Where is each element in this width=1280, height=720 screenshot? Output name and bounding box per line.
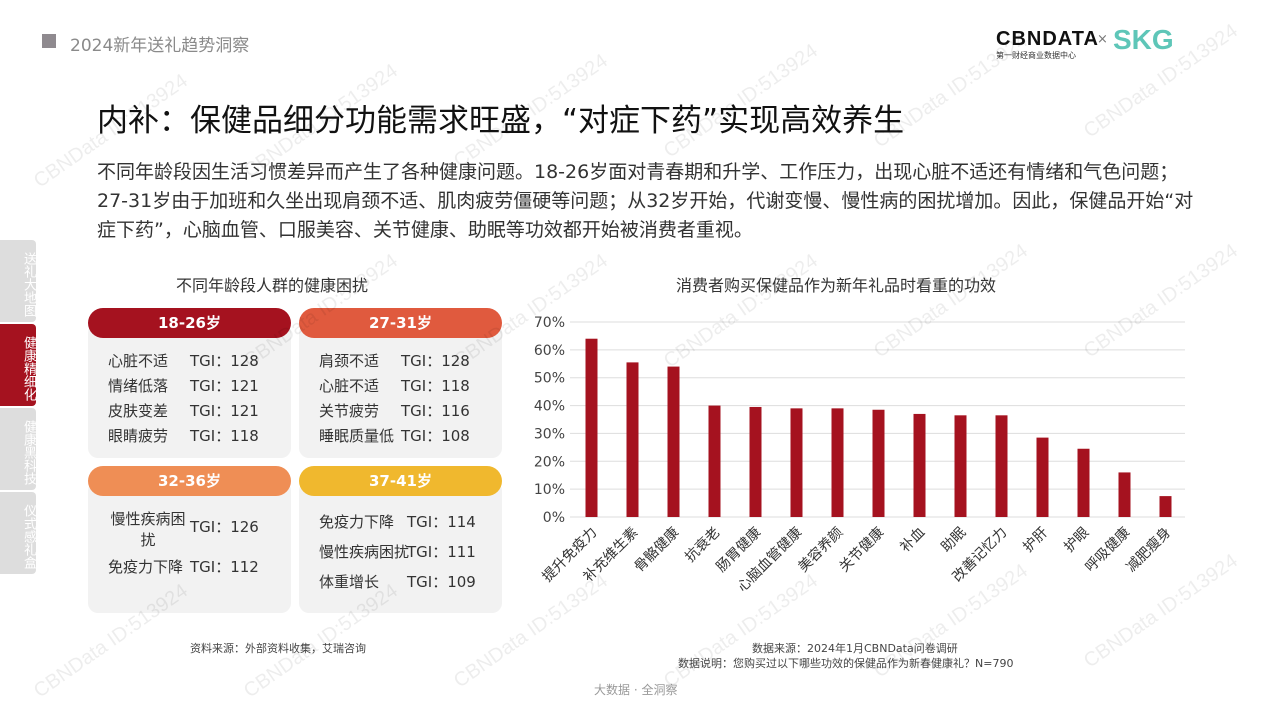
- bar: [749, 406, 762, 517]
- tgi-value: TGI：111: [407, 543, 476, 561]
- x-tick-label: 呼吸健康: [1082, 524, 1134, 576]
- age-card: [299, 323, 502, 458]
- issue-label: 眼睛疲劳: [108, 427, 169, 445]
- bar: [831, 408, 844, 517]
- age-badge: 18-26岁: [88, 308, 291, 338]
- age-card: [88, 481, 291, 613]
- header-marker: [42, 34, 56, 48]
- age-card: [88, 323, 291, 458]
- x-tick-label: 助眠: [938, 525, 969, 556]
- y-tick-label: 0%: [543, 510, 565, 526]
- bar: [1159, 496, 1172, 517]
- x-tick-label: 护肝: [1020, 525, 1051, 556]
- y-tick-label: 40%: [534, 399, 565, 415]
- x-tick-label: 补血: [897, 525, 928, 556]
- tgi-value: TGI：128: [190, 352, 259, 370]
- issue-label: 慢性疾病困扰: [110, 510, 186, 549]
- y-tick-label: 20%: [534, 454, 565, 470]
- sidebar-item-2[interactable]: 健康黑科技: [0, 408, 36, 490]
- x-tick-label: 关节健康: [836, 524, 888, 576]
- y-tick-label: 10%: [534, 482, 565, 498]
- section-title: 2024新年送礼趋势洞察: [70, 36, 250, 56]
- bar: [790, 408, 803, 517]
- sidebar-item-3[interactable]: 仪式感礼盒: [0, 492, 36, 574]
- y-tick-label: 60%: [534, 343, 565, 359]
- tgi-value: TGI：118: [401, 377, 470, 395]
- issue-label: 肩颈不适: [319, 352, 380, 370]
- tgi-value: TGI：121: [190, 377, 259, 395]
- tgi-value: TGI：114: [407, 513, 476, 531]
- chart-source: 数据来源：2024年1月CBNData问卷调研: [752, 642, 958, 655]
- tgi-value: TGI：126: [190, 518, 259, 536]
- logo-subtitle: 第一财经商业数据中心: [996, 51, 1076, 60]
- page-title: 内补：保健品细分功能需求旺盛，“对症下药”实现高效养生: [97, 103, 905, 139]
- skg-logo: SKG: [1113, 24, 1174, 55]
- age-badge: 27-31岁: [299, 308, 502, 338]
- tgi-value: TGI：118: [190, 427, 259, 445]
- issue-label: 免疫力下降: [108, 558, 184, 576]
- tgi-value: TGI：128: [401, 352, 470, 370]
- x-tick-label: 骨骼健康: [631, 524, 683, 576]
- bar: [1036, 437, 1049, 517]
- logo-separator: ×: [1097, 32, 1108, 47]
- y-tick-label: 50%: [534, 371, 565, 387]
- x-tick-label: 护眼: [1061, 525, 1092, 556]
- chart-title: 消费者购买保健品作为新年礼品时看重的功效: [676, 276, 997, 295]
- sidebar-item-1[interactable]: 健康精细化: [0, 324, 36, 406]
- tgi-value: TGI：108: [401, 427, 470, 445]
- issue-label: 皮肤变差: [108, 402, 169, 420]
- issue-label: 关节疲劳: [319, 402, 380, 420]
- bar: [872, 409, 885, 517]
- tgi-value: TGI：121: [190, 402, 259, 420]
- bar: [913, 413, 926, 517]
- left-panel-title: 不同年龄段人群的健康困扰: [176, 276, 369, 295]
- logo: CBNDATA × SKG 第一财经商业数据中心: [996, 24, 1196, 62]
- issue-label: 睡眠质量低: [319, 427, 395, 445]
- issue-label: 免疫力下降: [319, 513, 395, 531]
- bar: [667, 366, 680, 517]
- sidebar-item-0[interactable]: 送礼大地图: [0, 240, 36, 322]
- age-badge: 32-36岁: [88, 466, 291, 496]
- issue-label: 体重增长: [319, 573, 380, 591]
- y-tick-label: 30%: [534, 426, 565, 442]
- intro-text: 不同年龄段因生活习惯差异而产生了各种健康问题。18-26岁面对青春期和升学、工作…: [97, 161, 1194, 241]
- x-tick-label: 减肥瘦身: [1123, 524, 1175, 576]
- left-source: 资料来源：外部资料收集，艾瑞咨询: [190, 642, 366, 655]
- issue-label: 慢性疾病困扰: [319, 543, 410, 561]
- age-badge: 37-41岁: [299, 466, 502, 496]
- tgi-value: TGI：109: [407, 573, 476, 591]
- bar: [954, 415, 967, 517]
- y-tick-label: 70%: [534, 315, 565, 331]
- bar: [708, 405, 721, 517]
- bar: [626, 362, 639, 517]
- bar: [1118, 472, 1131, 517]
- chart-note: 数据说明：您购买过以下哪些功效的保健品作为新春健康礼？N=790: [678, 657, 1014, 670]
- issue-label: 情绪低落: [108, 377, 169, 395]
- bar: [585, 338, 598, 517]
- footer: 大数据 · 全洞察: [594, 683, 678, 697]
- bar: [1077, 448, 1090, 517]
- x-tick-label: 美容养颜: [795, 524, 847, 576]
- issue-label: 心脏不适: [108, 352, 169, 370]
- tgi-value: TGI：112: [190, 558, 259, 576]
- cbndata-logo: CBNDATA: [996, 28, 1099, 50]
- age-card: [299, 481, 502, 613]
- bar: [995, 415, 1008, 517]
- tgi-value: TGI：116: [401, 402, 470, 420]
- issue-label: 心脏不适: [319, 377, 380, 395]
